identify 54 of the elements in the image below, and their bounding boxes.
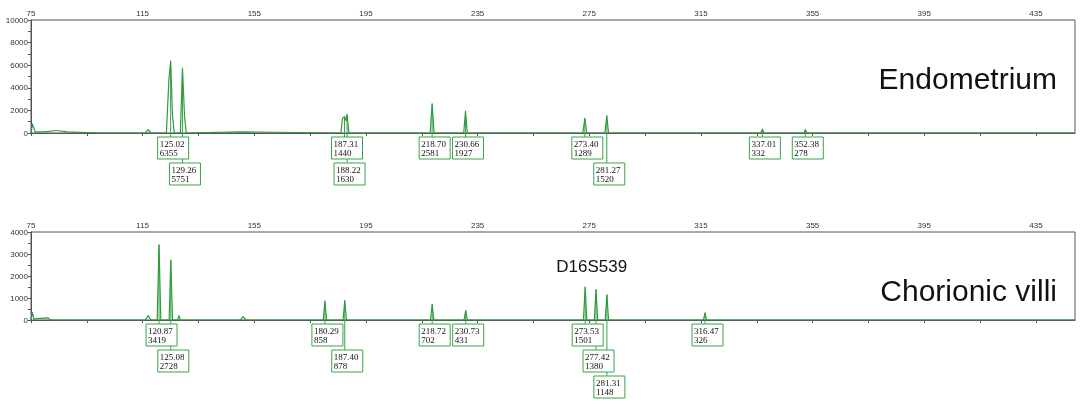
annotation: 180.29 858 <box>313 325 340 346</box>
y-tick-label: 0 <box>23 128 29 138</box>
x-tick-label: 115 <box>136 220 150 230</box>
x-tick-label: 195 <box>359 8 374 18</box>
annotation: 120.87 3419 <box>148 325 174 346</box>
annotation: 218.70 2581 <box>421 138 447 159</box>
y-tick-label: 1000 <box>10 293 29 303</box>
annotation: 187.40 878 <box>333 351 360 372</box>
x-tick-label: 75 <box>26 220 36 230</box>
x-tick-label: 155 <box>247 8 262 18</box>
annotation: 230.73 431 <box>454 325 480 346</box>
x-tick-label: 235 <box>470 8 485 18</box>
annotation: 230.66 1927 <box>454 138 480 159</box>
annotation: 125.08 2728 <box>159 351 186 372</box>
x-tick-label: 435 <box>1029 8 1044 18</box>
x-tick-label: 275 <box>582 8 597 18</box>
x-tick-label: 395 <box>917 220 932 230</box>
x-tick-label: 275 <box>582 220 597 230</box>
annotation: 352.38 278 <box>794 138 820 159</box>
y-tick-label: 2000 <box>10 105 29 115</box>
text: Chorionic villi <box>880 273 1057 307</box>
text: Endometrium <box>878 61 1057 95</box>
y-tick-label: 2000 <box>10 271 29 281</box>
annotation: 273.53 1501 <box>574 325 600 346</box>
annotation: 218.72 702 <box>421 325 446 346</box>
x-tick-label: 315 <box>694 8 709 18</box>
x-tick-label: 395 <box>917 8 932 18</box>
annotation: 273.40 1289 <box>573 138 600 159</box>
x-tick-label: 355 <box>805 220 820 230</box>
x-tick-label: 355 <box>805 8 820 18</box>
x-tick-label: 115 <box>136 8 150 18</box>
y-tick-label: 8000 <box>10 38 29 48</box>
x-tick-label: 75 <box>26 8 36 18</box>
annotation: 316.47 326 <box>694 325 720 346</box>
y-tick-label: 6000 <box>10 60 29 70</box>
annotation: 281.31 1148 <box>595 377 621 398</box>
annotation: 125.02 6355 <box>159 138 185 159</box>
annotation: 277.42 1380 <box>585 351 610 372</box>
annotation: 281.27 1520 <box>595 164 622 185</box>
x-tick-label: 315 <box>694 220 709 230</box>
y-tick-label: 4000 <box>10 83 29 93</box>
x-tick-label: 435 <box>1029 220 1044 230</box>
y-tick-label: 0 <box>23 315 29 325</box>
annotation: 187.31 1440 <box>333 138 359 159</box>
annotation: 337.01 332 <box>751 138 777 159</box>
y-tick-label: 10000 <box>5 15 29 25</box>
y-tick-label: 3000 <box>10 249 29 259</box>
x-tick-label: 155 <box>247 220 262 230</box>
x-tick-label: 195 <box>359 220 374 230</box>
annotation: 129.26 5751 <box>171 164 197 185</box>
y-tick-label: 4000 <box>10 227 29 237</box>
x-tick-label: 235 <box>470 220 485 230</box>
annotation: 188.22 1630 <box>336 164 361 185</box>
annotation: D16S539 <box>556 257 628 277</box>
